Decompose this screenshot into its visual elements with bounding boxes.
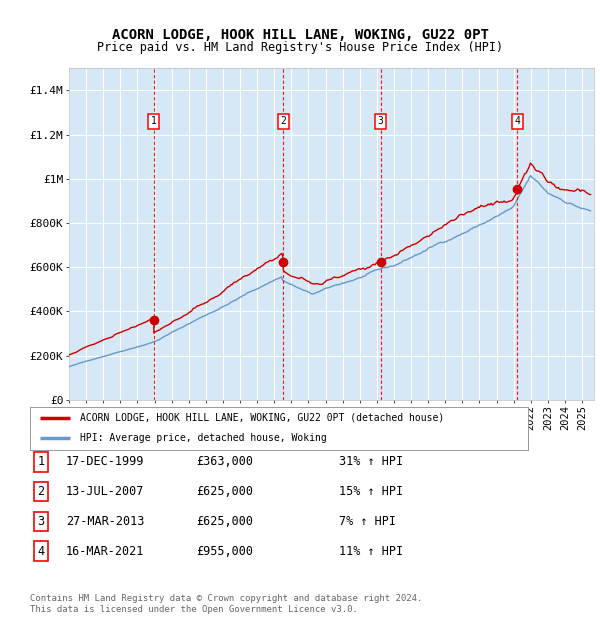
Text: 3: 3 <box>378 117 383 126</box>
Text: 11% ↑ HPI: 11% ↑ HPI <box>339 545 403 557</box>
Text: 4: 4 <box>514 117 520 126</box>
Text: 31% ↑ HPI: 31% ↑ HPI <box>339 456 403 468</box>
Text: 2: 2 <box>37 485 44 498</box>
Text: 7% ↑ HPI: 7% ↑ HPI <box>339 515 396 528</box>
Text: ACORN LODGE, HOOK HILL LANE, WOKING, GU22 0PT (detached house): ACORN LODGE, HOOK HILL LANE, WOKING, GU2… <box>80 413 444 423</box>
Text: 13-JUL-2007: 13-JUL-2007 <box>66 485 144 498</box>
Text: 4: 4 <box>37 545 44 557</box>
Text: ACORN LODGE, HOOK HILL LANE, WOKING, GU22 0PT: ACORN LODGE, HOOK HILL LANE, WOKING, GU2… <box>112 28 488 42</box>
Text: £955,000: £955,000 <box>197 545 254 557</box>
Text: Contains HM Land Registry data © Crown copyright and database right 2024.
This d: Contains HM Land Registry data © Crown c… <box>30 595 422 614</box>
Text: 17-DEC-1999: 17-DEC-1999 <box>66 456 144 468</box>
Text: 2: 2 <box>280 117 286 126</box>
Text: £363,000: £363,000 <box>197 456 254 468</box>
Text: HPI: Average price, detached house, Woking: HPI: Average price, detached house, Woki… <box>80 433 326 443</box>
Text: 27-MAR-2013: 27-MAR-2013 <box>66 515 144 528</box>
Text: 1: 1 <box>37 456 44 468</box>
Text: 15% ↑ HPI: 15% ↑ HPI <box>339 485 403 498</box>
Text: 16-MAR-2021: 16-MAR-2021 <box>66 545 144 557</box>
Text: £625,000: £625,000 <box>197 485 254 498</box>
Text: Price paid vs. HM Land Registry's House Price Index (HPI): Price paid vs. HM Land Registry's House … <box>97 41 503 53</box>
Text: 1: 1 <box>151 117 157 126</box>
Text: £625,000: £625,000 <box>197 515 254 528</box>
Text: 3: 3 <box>37 515 44 528</box>
